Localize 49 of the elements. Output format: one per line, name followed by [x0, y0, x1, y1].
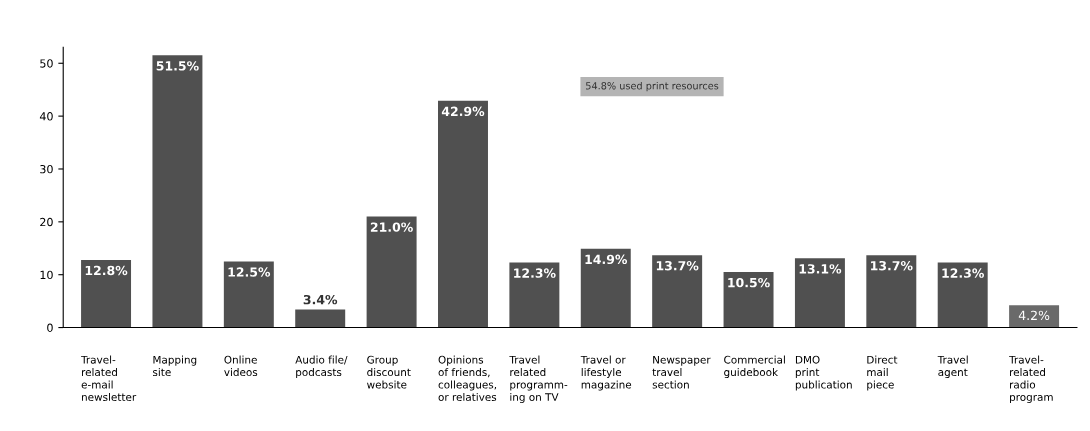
bar	[723, 272, 774, 328]
data-label: 4.2%	[1018, 310, 1050, 321]
y-tick-label: 20	[40, 217, 53, 227]
bar	[580, 248, 631, 328]
data-label: 42.9%	[441, 106, 485, 117]
x-tick-label: DMO print publication	[795, 355, 852, 391]
data-label: 21.0%	[370, 222, 413, 232]
x-tick-label: Travel- related e-mail newsletter	[81, 355, 137, 402]
data-label: 13.7%	[656, 260, 699, 271]
data-label: 12.3%	[514, 268, 556, 278]
bar	[794, 258, 845, 328]
y-tick-label: 30	[40, 164, 53, 174]
x-tick-label: Opinions of friends, colleagues, or relatives	[438, 355, 497, 402]
bar	[81, 259, 132, 328]
bar	[366, 216, 417, 328]
data-label: 12.8%	[85, 265, 128, 276]
y-tick-label: 10	[40, 270, 53, 280]
data-label: 51.5%	[156, 61, 199, 71]
data-label: 3.4%	[303, 294, 338, 305]
x-tick-label: Audio file/ podcasts	[295, 355, 348, 379]
bar	[223, 261, 274, 328]
bar	[438, 100, 488, 328]
y-tick-label: 0	[47, 323, 53, 332]
bar	[1009, 305, 1060, 328]
bar	[152, 55, 203, 328]
data-label: 13.1%	[799, 264, 842, 274]
x-tick-label: Direct mail piece	[867, 355, 898, 391]
x-tick-label: Group discount website	[367, 355, 411, 389]
bar	[866, 255, 917, 328]
x-tick-label: Online videos	[224, 355, 258, 377]
y-tick-label: 50	[40, 59, 53, 68]
data-label: 10.5%	[728, 277, 770, 288]
bar	[295, 309, 346, 328]
x-tick-label: Travel- related radio program	[1009, 355, 1053, 404]
x-tick-label: Commercial guidebook	[724, 355, 785, 379]
annotation: 54.8% used print resources	[586, 81, 719, 92]
data-label: 12.3%	[942, 268, 984, 278]
bar	[509, 262, 560, 328]
bar	[937, 262, 988, 328]
bar	[652, 255, 703, 328]
data-label: 13.7%	[871, 260, 913, 271]
x-tick-label: Travel related programm- ing on TV	[509, 355, 568, 404]
data-label: 12.5%	[228, 267, 271, 277]
x-tick-label: Travel or lifestyle magazine	[580, 355, 632, 391]
x-tick-label: Newspaper travel section	[652, 355, 711, 389]
data-label: 14.9%	[585, 254, 628, 265]
x-tick-label: Travel agent	[937, 355, 968, 379]
y-tick-label: 40	[39, 112, 53, 121]
x-tick-label: Mapping site	[153, 355, 197, 377]
